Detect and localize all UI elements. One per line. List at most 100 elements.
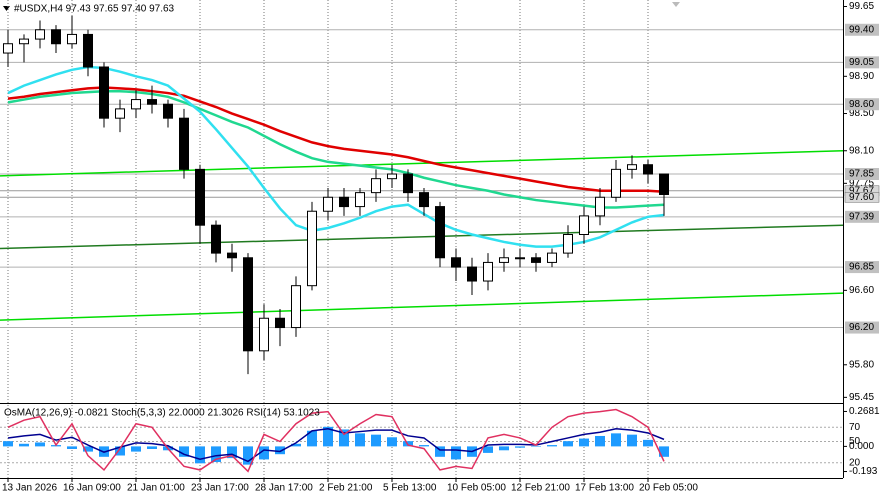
oscillator-line: [7, 427, 665, 463]
level-label-box: [845, 261, 879, 274]
x-tick-label: 17 Feb 13:00: [575, 483, 634, 494]
y-tick-label: 98.10: [849, 145, 874, 156]
osma-bar: [19, 443, 29, 447]
candle-body: [483, 261, 493, 282]
osma-bar: [387, 437, 397, 447]
y-tick-label: 99.65: [849, 1, 874, 12]
candle-body: [291, 285, 301, 329]
osma-bar: [499, 446, 509, 451]
osma-bar: [611, 433, 621, 447]
candle-body: [643, 164, 653, 175]
price-tag-label: 97.60: [849, 192, 874, 203]
level-label-box: [845, 23, 879, 36]
candle-body: [611, 168, 621, 198]
candle-body: [259, 317, 269, 352]
x-tick-label: 21 Jan 01:00: [127, 483, 185, 494]
candle-body: [227, 252, 237, 259]
osc-tick-label: 20: [849, 457, 861, 468]
shift-marker: [672, 2, 680, 7]
osma-bar: [595, 435, 605, 447]
chart-title: #USDX,H4 97.43 97.65 97.40 97.63: [14, 4, 175, 15]
osma-bar: [451, 446, 461, 460]
candle-body: [419, 192, 429, 208]
osma-bar: [3, 441, 13, 447]
osma-bar: [531, 446, 541, 447]
candle-body: [99, 66, 109, 119]
candle-body: [403, 173, 413, 194]
candle-body: [451, 257, 461, 268]
osma-bar: [259, 446, 269, 460]
candle-body: [563, 234, 573, 254]
y-tick-label: 98.90: [849, 71, 874, 82]
candle-body: [579, 215, 589, 235]
osma-tick-label: -0.193: [849, 466, 878, 477]
candle-body: [659, 173, 669, 195]
osma-bar: [371, 434, 381, 447]
osma-bar: [643, 439, 653, 447]
y-tick-label: 98.50: [849, 108, 874, 119]
level-label: 97.85: [849, 169, 874, 180]
menu-arrow[interactable]: [3, 6, 10, 11]
osma-bar: [515, 446, 525, 448]
candle-body: [147, 99, 157, 105]
level-label: 99.40: [849, 24, 874, 35]
candle-body: [595, 196, 605, 217]
osma-bar: [227, 446, 237, 459]
x-tick-label: 5 Feb 13:00: [383, 483, 437, 494]
x-tick-label: 28 Jan 17:00: [255, 483, 313, 494]
trend-line: [0, 150, 844, 177]
candle-body: [131, 99, 141, 110]
candle-body: [163, 103, 173, 119]
candle-body: [627, 164, 637, 170]
level-label-box: [845, 98, 879, 111]
level-label-box: [845, 210, 879, 223]
osma-bar: [659, 446, 669, 457]
osma-bar: [179, 446, 189, 457]
candle-body: [467, 266, 477, 282]
x-tick-label: 12 Feb 21:00: [511, 483, 570, 494]
x-tick-label: 2 Feb 21:00: [319, 483, 373, 494]
level-label-box: [845, 321, 879, 334]
osma-bar: [131, 446, 141, 452]
candle-body: [531, 257, 541, 263]
osma-bar: [243, 446, 253, 465]
moving-average: [7, 86, 665, 193]
y-tick-label: 95.80: [849, 359, 874, 370]
candle-body: [35, 29, 45, 40]
level-label: 99.05: [849, 57, 874, 68]
x-tick-label: 23 Jan 17:00: [191, 483, 249, 494]
osma-bar: [115, 446, 125, 456]
candle-body: [435, 206, 445, 259]
osma-bar: [435, 446, 445, 457]
candle-body: [275, 317, 285, 329]
x-tick-label: 20 Feb 05:00: [639, 483, 698, 494]
price-tag-box: [844, 192, 880, 203]
osma-bar: [67, 446, 77, 449]
candle-body: [371, 178, 381, 194]
osma-bar: [419, 445, 429, 447]
candle-body: [547, 252, 557, 263]
y-tick-label: 96.60: [849, 285, 874, 296]
trend-line: [0, 292, 844, 321]
level-label: 96.20: [849, 322, 874, 333]
moving-average: [7, 65, 665, 248]
osma-bar: [211, 446, 221, 463]
candle-body: [179, 117, 189, 170]
osma-bar: [147, 446, 157, 449]
osma-tick-label: 0.000: [849, 441, 874, 452]
candle-body: [83, 33, 93, 68]
osma-bar: [627, 434, 637, 447]
osma-bar: [483, 446, 493, 453]
osma-bar: [83, 446, 93, 452]
x-tick-label: 13 Jan 2026: [2, 483, 57, 494]
candle-body: [387, 173, 397, 180]
trend-line: [0, 224, 844, 250]
level-label-box: [845, 168, 879, 181]
candle-body: [323, 196, 333, 212]
osma-bar: [339, 429, 349, 447]
osma-bar: [307, 430, 317, 447]
osma-bar: [355, 433, 365, 447]
x-tick-label: 10 Feb 05:00: [447, 483, 506, 494]
candle-body: [211, 224, 221, 254]
